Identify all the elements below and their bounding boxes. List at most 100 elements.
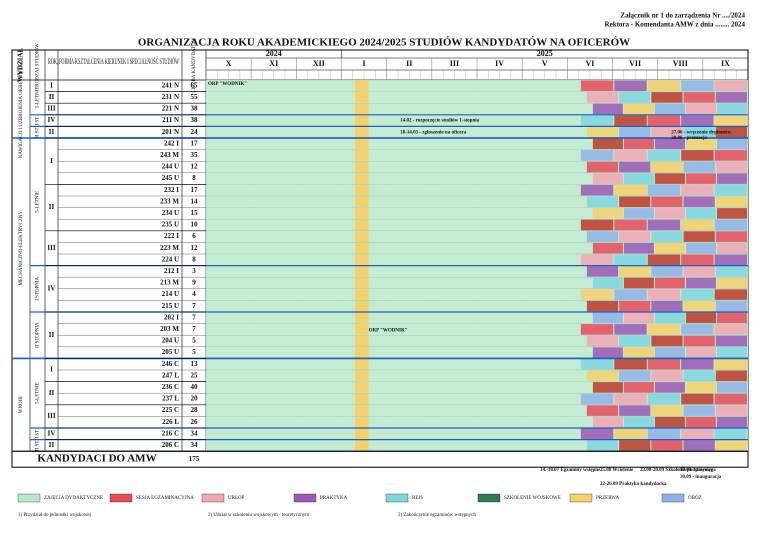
legend-swatch — [109, 493, 133, 503]
period-block — [654, 312, 685, 324]
period-block — [623, 347, 654, 358]
study-year: III — [47, 105, 55, 113]
program-code: 243 M — [160, 151, 179, 159]
candidate-count: 7 — [192, 313, 196, 321]
exam-block — [355, 324, 369, 335]
program-code: 212 I — [164, 267, 179, 275]
program-code: 246 C — [162, 360, 179, 368]
period-block — [681, 428, 714, 440]
period-block — [654, 138, 685, 150]
legend-swatch — [385, 493, 409, 503]
candidate-count: 12 — [191, 163, 199, 171]
year-label: 2025 — [537, 49, 553, 58]
exam-block — [355, 416, 369, 428]
period-block — [681, 393, 714, 405]
candidate-count: 28 — [191, 406, 199, 414]
legend-note: 3) Zakończenie egzaminów wstępnych — [398, 513, 476, 518]
period-block — [714, 289, 747, 300]
program-code: 237 L — [162, 395, 179, 403]
period-block — [647, 115, 681, 126]
candidate-count: 38 — [191, 116, 199, 124]
period-block — [651, 266, 683, 277]
study-year: II — [49, 93, 55, 101]
period-block — [714, 428, 747, 440]
period-block — [716, 242, 747, 254]
period-block — [685, 173, 716, 184]
period-block — [586, 405, 619, 416]
period-block — [619, 196, 651, 208]
period-block — [716, 347, 747, 358]
period-block — [614, 219, 647, 231]
legend-label: PRZERWA — [596, 496, 619, 501]
period-block — [580, 393, 614, 405]
exam-block — [355, 103, 369, 115]
period-block — [614, 393, 647, 405]
annotation: 14.02 - rozpoczęcie studiów 1-stopnia — [400, 119, 479, 124]
period-block — [623, 416, 654, 428]
period-block — [651, 370, 683, 382]
type-label: 5-LETNIE — [36, 87, 41, 109]
candidate-count: 34 — [191, 441, 199, 449]
period-block — [580, 115, 614, 126]
period-block — [715, 440, 747, 451]
period-block — [651, 92, 683, 103]
period-block — [586, 370, 619, 382]
col-header: ROK, FORMA KSZTAŁCENIA KIERUNEK I SPECJA… — [48, 56, 179, 66]
period-block — [716, 416, 747, 428]
period-block — [580, 184, 614, 196]
candidate-count: 3 — [192, 267, 196, 275]
period-block — [654, 242, 685, 254]
annotation: ORP "WODNIK" — [208, 82, 247, 87]
period-block — [683, 266, 715, 277]
program-code: 202 I — [164, 313, 179, 321]
period-block — [683, 335, 715, 347]
month-label: XII — [313, 59, 325, 68]
month-label: XI — [269, 59, 278, 68]
period-block — [614, 115, 647, 126]
study-year: II — [49, 441, 55, 449]
month-label: IV — [495, 59, 504, 68]
period-block — [683, 161, 715, 173]
period-block — [619, 231, 651, 242]
period-block — [619, 300, 651, 312]
period-block — [715, 370, 747, 382]
candidate-count: 13 — [191, 360, 199, 368]
legend-swatch — [569, 493, 593, 503]
period-block — [619, 370, 651, 382]
program-code: 204 U — [162, 337, 179, 345]
period-block — [647, 254, 681, 266]
period-block — [683, 370, 715, 382]
candidate-count: 8 — [192, 174, 196, 182]
period-block — [715, 161, 747, 173]
period-block — [714, 80, 747, 92]
program-code: 223 M — [160, 244, 179, 252]
period-block — [614, 184, 647, 196]
period-block — [586, 126, 619, 138]
exam-block — [355, 150, 369, 161]
period-block — [623, 277, 654, 289]
program-code: 224 U — [162, 255, 179, 263]
period-block — [715, 335, 747, 347]
period-block — [714, 184, 747, 196]
candidate-count: 15 — [191, 209, 199, 217]
candidate-count: 26 — [191, 418, 199, 426]
period-block — [714, 324, 747, 335]
candidate-count: 34 — [191, 429, 199, 437]
program-code: 231 N — [162, 93, 179, 101]
period-block — [654, 347, 685, 358]
program-code: 211 N — [162, 116, 179, 124]
period-block — [654, 382, 685, 393]
exam-block — [355, 312, 369, 324]
period-block — [683, 196, 715, 208]
legend-label: URLOP — [228, 496, 245, 501]
period-block — [647, 184, 681, 196]
period-block — [714, 358, 747, 370]
month-label: X — [226, 59, 232, 68]
faculty-label: WNOIB — [19, 396, 24, 414]
period-block — [623, 208, 654, 219]
exam-block — [355, 370, 369, 382]
program-code: 222 I — [164, 232, 179, 240]
program-code: 232 I — [164, 186, 179, 194]
program-code: 201 N — [162, 128, 179, 136]
